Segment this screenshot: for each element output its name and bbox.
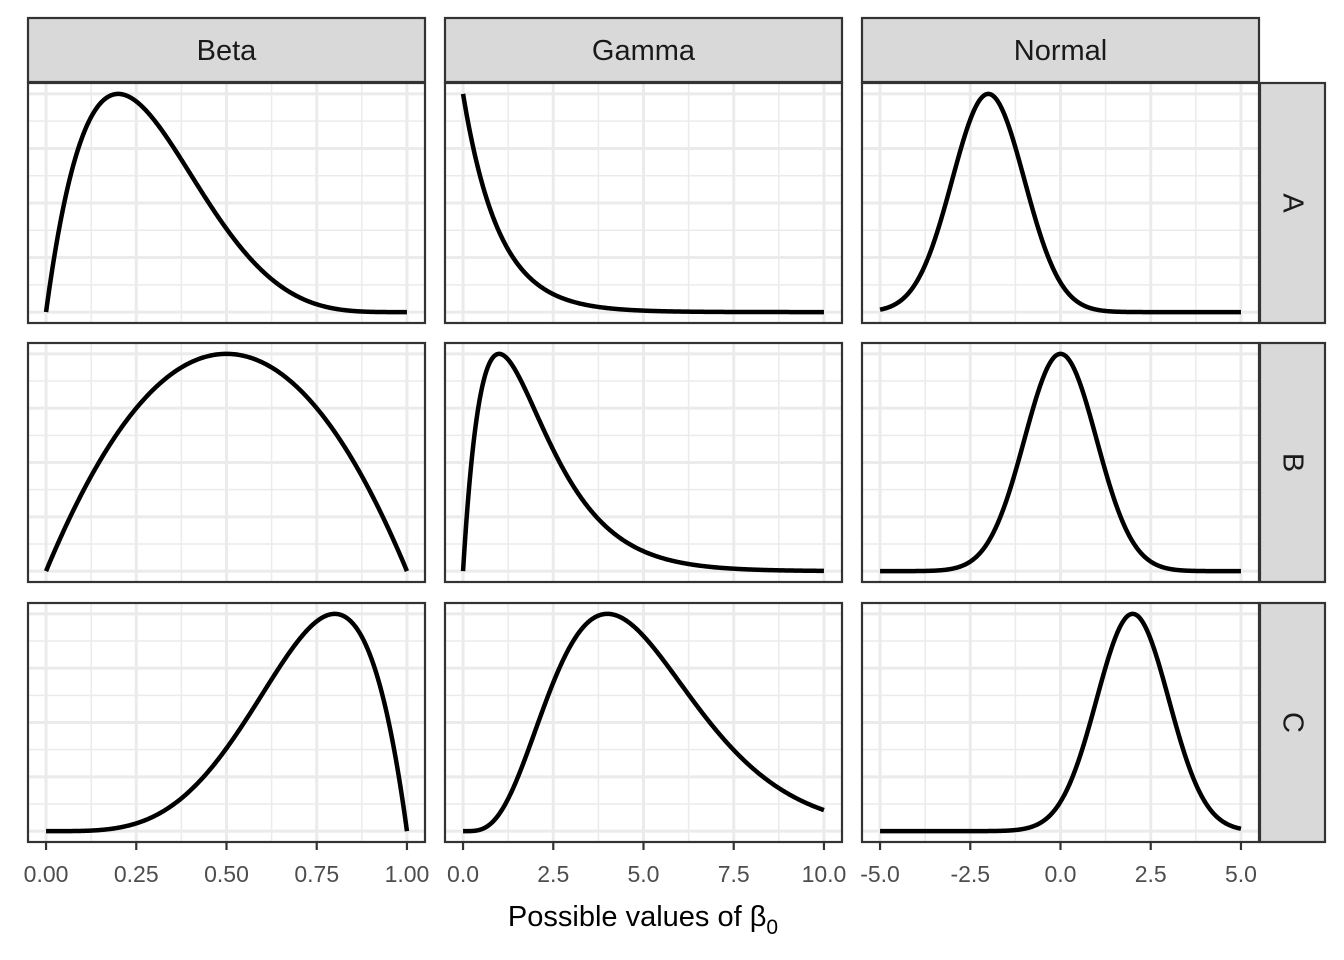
strip-label: Gamma <box>592 35 696 67</box>
strip-column-normal: Normal <box>860 16 1261 84</box>
density-curve-a-normal <box>878 91 1243 315</box>
x-tick-label: 2.5 <box>1135 861 1167 887</box>
panels-layer <box>26 81 1261 844</box>
x-tick-label: -2.5 <box>950 861 990 887</box>
x-tick-label: 0.0 <box>447 861 479 887</box>
density-curve-b-beta <box>43 351 410 573</box>
density-curve-a-beta <box>43 91 409 315</box>
density-curve-c-beta <box>44 611 410 834</box>
density-curve-c-gamma <box>461 611 826 834</box>
strip-row-b: B <box>1258 341 1327 584</box>
x-tick-label: 10.0 <box>802 861 847 887</box>
strip-background <box>1258 341 1327 584</box>
x-axis-gamma: 0.0 2.5 5.0 7.5 10.0 <box>447 842 846 887</box>
x-tick-label: 1.00 <box>385 861 430 887</box>
strip-background <box>1258 601 1327 844</box>
strip-label: A <box>1277 193 1309 213</box>
axes-layer: 0.00 0.25 0.50 0.75 1.00 0.0 2.5 5.0 7.5 10.0 -5.0… <box>24 842 1257 887</box>
panel-b-normal <box>860 341 1261 584</box>
x-axis-title: Possible values of β0 <box>508 901 778 939</box>
strip-label: B <box>1277 453 1309 472</box>
x-tick-label: 0.00 <box>24 861 69 887</box>
x-tick-label: 7.5 <box>718 861 750 887</box>
strip-column-gamma: Gamma <box>443 16 844 84</box>
panel-c-beta <box>26 601 427 844</box>
panel-a-beta <box>26 81 427 325</box>
x-tick-label: 0.0 <box>1045 861 1077 887</box>
panel-b-gamma <box>443 341 844 584</box>
strip-background <box>26 16 427 84</box>
x-tick-label: 0.75 <box>294 861 339 887</box>
x-tick-label: 5.0 <box>628 861 660 887</box>
strip-label: C <box>1277 712 1309 733</box>
density-curve-b-normal <box>878 351 1243 574</box>
panel-c-gamma <box>443 601 844 844</box>
panel-border <box>443 341 844 584</box>
density-curve-b-gamma <box>460 351 826 574</box>
panel-border <box>26 341 427 584</box>
strip-row-c: C <box>1258 601 1327 844</box>
x-axis-normal: -5.0 -2.5 0.0 2.5 5.0 <box>860 842 1257 887</box>
strip-label: Normal <box>1014 35 1107 67</box>
strip-label: Beta <box>197 35 258 67</box>
strips-layer: Beta Gamma Normal A B C <box>26 16 1327 844</box>
panel-a-gamma <box>443 81 844 325</box>
strip-row-a: A <box>1258 81 1327 325</box>
panel-c-normal <box>860 601 1261 844</box>
panel-a-normal <box>860 81 1261 325</box>
x-tick-label: 2.5 <box>537 861 569 887</box>
x-tick-label: -5.0 <box>860 861 900 887</box>
x-tick-label: 0.25 <box>114 861 159 887</box>
strip-background <box>1258 81 1327 325</box>
density-curve-c-normal <box>878 611 1243 834</box>
strip-column-beta: Beta <box>26 16 427 84</box>
x-axis-beta: 0.00 0.25 0.50 0.75 1.00 <box>24 842 430 887</box>
panel-b-beta <box>26 341 427 584</box>
x-tick-label: 5.0 <box>1225 861 1257 887</box>
density-curve-a-gamma <box>460 93 826 315</box>
strip-background <box>443 16 844 84</box>
x-tick-label: 0.50 <box>204 861 249 887</box>
strip-background <box>860 16 1261 84</box>
